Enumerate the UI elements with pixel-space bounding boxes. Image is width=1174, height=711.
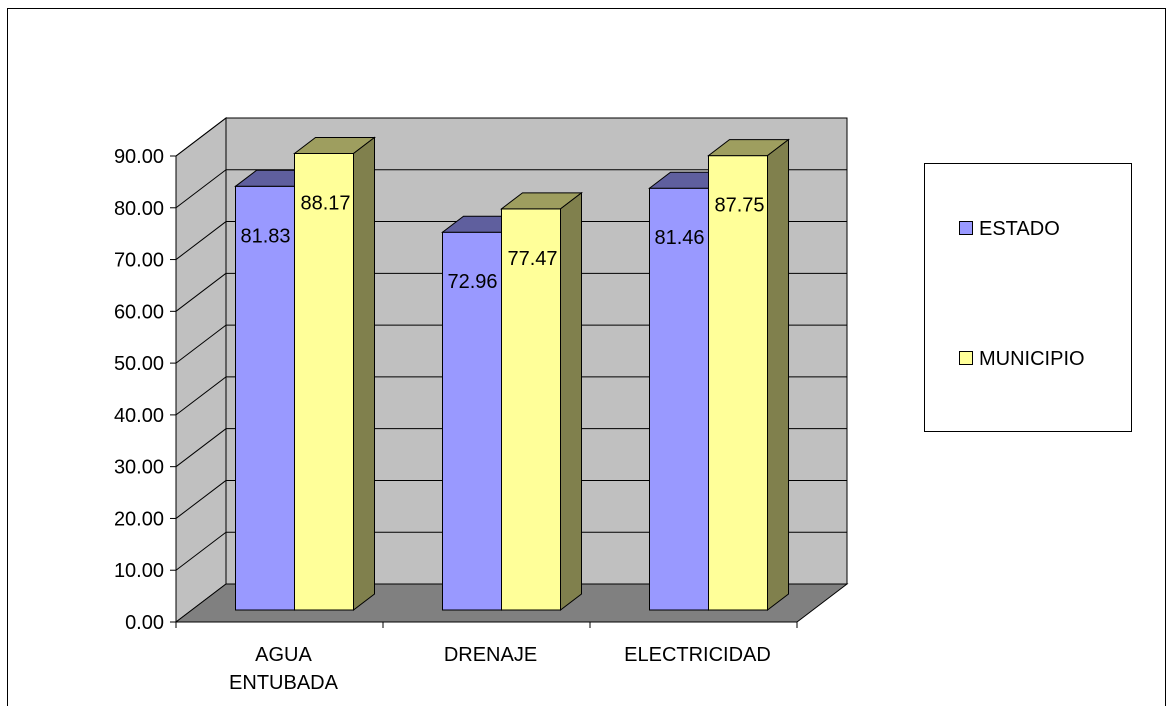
bar-side — [353, 136, 375, 612]
y-tick-label: 0.00 — [125, 612, 164, 634]
bar-front — [442, 231, 502, 611]
legend: ESTADO MUNICIPIO — [924, 163, 1132, 432]
legend-swatch — [959, 351, 973, 365]
legend-box — [924, 163, 1132, 432]
y-tick-label: 50.00 — [114, 353, 164, 375]
gridline-side — [175, 169, 227, 209]
gridline-side — [175, 272, 227, 312]
gridline-side — [175, 376, 227, 416]
x-tick-label: ENTUBADA — [229, 672, 339, 694]
y-tick-label: 40.00 — [114, 405, 164, 427]
legend-label: ESTADO — [979, 218, 1060, 240]
y-tick-label: 80.00 — [114, 198, 164, 220]
chart-frame — [7, 8, 1166, 711]
data-label: 88.17 — [300, 192, 350, 214]
y-tick-label: 60.00 — [114, 301, 164, 323]
gridline-side — [175, 531, 227, 571]
gridline-side — [175, 480, 227, 519]
data-label: 81.83 — [240, 225, 290, 247]
bar-front — [294, 152, 354, 611]
legend-swatch — [959, 221, 973, 235]
data-label: 81.46 — [654, 227, 704, 249]
y-tick-label: 90.00 — [114, 146, 164, 168]
gridline-side — [175, 324, 227, 364]
bar-side — [767, 138, 789, 612]
y-tick-label: 20.00 — [114, 508, 164, 530]
gridline-side — [175, 221, 227, 260]
side-wall — [175, 116, 227, 624]
legend-label: MUNICIPIO — [979, 348, 1085, 370]
x-axis-ticks: AGUA ENTUBADA DRENAJE ELECTRICIDAD — [175, 622, 798, 694]
bar-side — [560, 191, 582, 612]
bar-front — [708, 155, 768, 611]
data-label: 77.47 — [507, 248, 557, 270]
y-axis-ticks: 0.00 10.00 20.00 30.00 40.00 50.00 60.00 70.00 8… — [114, 146, 176, 634]
y-tick-label: 30.00 — [114, 457, 164, 479]
x-tick-label: AGUA — [255, 644, 312, 666]
bar-front — [235, 185, 295, 611]
y-tick-label: 10.00 — [114, 560, 164, 582]
y-tick-label: 70.00 — [114, 250, 164, 272]
x-tick-label: ELECTRICIDAD — [624, 644, 771, 666]
x-tick-label: DRENAJE — [444, 644, 537, 666]
data-labels: 81.83 88.17 72.96 77.47 81.46 87.75 — [240, 192, 764, 293]
gridline-side — [175, 428, 227, 468]
axes — [175, 156, 797, 623]
bars — [234, 136, 790, 612]
bar-front — [501, 208, 561, 611]
data-label: 87.75 — [714, 195, 764, 217]
data-label: 72.96 — [447, 271, 497, 293]
bar-front — [649, 187, 709, 611]
gridline-side — [175, 117, 227, 157]
